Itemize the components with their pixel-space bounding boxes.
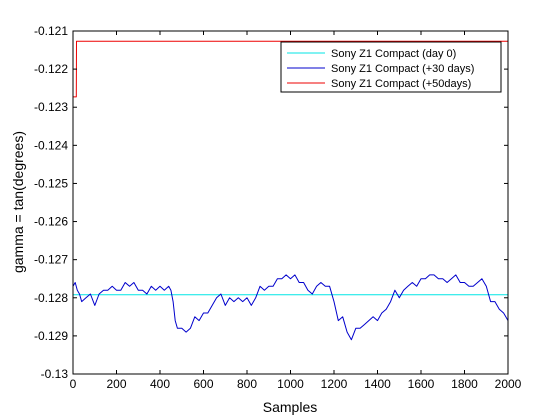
x-tick-label: 0 [70,377,77,391]
x-tick-label: 400 [150,377,170,391]
y-axis-label: gamma = tan(degrees) [10,131,26,273]
y-tick-label: -0.122 [34,62,68,76]
y-tick-label: -0.121 [34,24,68,38]
y-tick-label: -0.128 [34,291,68,305]
series-line-1 [72,274,509,341]
legend-label-2: Sony Z1 Compact (+50days) [331,78,471,90]
x-tick-label: 800 [237,377,257,391]
legend: Sony Z1 Compact (day 0) Sony Z1 Compact (… [280,41,502,93]
y-tick-label: -0.123 [34,100,68,114]
y-tick-label: -0.129 [34,329,68,343]
tick-layer: 0 200 400 600 800 1000 1200 1400 1600 1800 2000 -0.… [34,24,522,391]
y-tick-label: -0.13 [41,367,69,381]
x-tick-label: 1600 [408,377,435,391]
series-layer [72,40,509,341]
y-tick-label: -0.127 [34,253,68,267]
legend-label-1: Sony Z1 Compact (+30 days) [331,63,474,75]
x-tick-label: 1000 [277,377,304,391]
x-tick-label: 2000 [495,377,522,391]
series-line-2 [73,40,508,98]
x-tick-label: 1800 [451,377,478,391]
legend-entries: Sony Z1 Compact (day 0) Sony Z1 Compact (… [287,48,474,90]
y-tick-label: -0.124 [34,138,68,152]
x-tick-label: 200 [106,377,126,391]
y-tick-label: -0.126 [34,215,68,229]
x-tick-label: 600 [193,377,213,391]
legend-label-0: Sony Z1 Compact (day 0) [331,48,456,60]
x-axis-label: Samples [263,399,317,415]
x-tick-label: 1400 [364,377,391,391]
x-tick-label: 1200 [321,377,348,391]
legend-box [280,41,502,93]
y-tick-label: -0.125 [34,176,68,190]
